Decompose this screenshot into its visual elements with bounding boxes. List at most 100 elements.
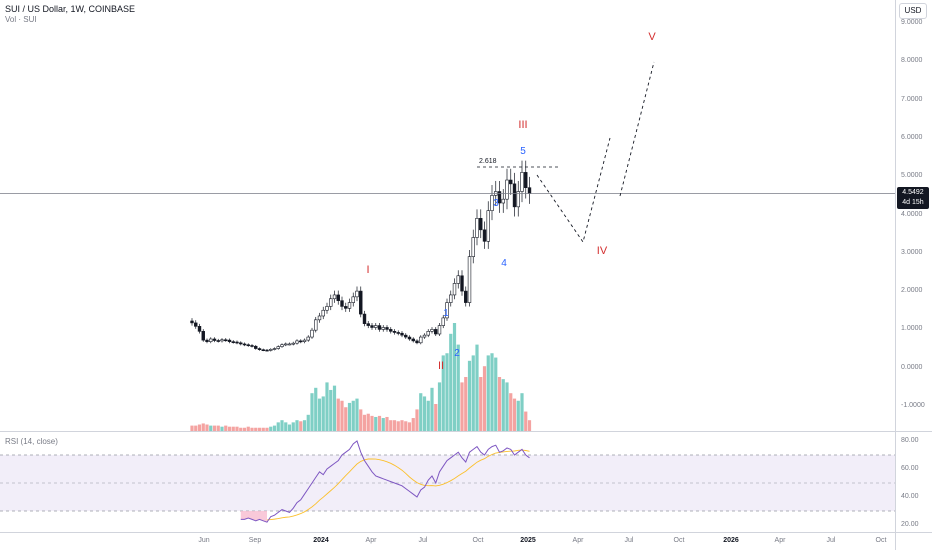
candle-body[interactable] (340, 300, 344, 307)
candle-body[interactable] (415, 340, 419, 344)
candle-body[interactable] (359, 290, 363, 315)
candle-body[interactable] (430, 329, 434, 332)
candle-body[interactable] (265, 349, 269, 352)
candle-body[interactable] (197, 326, 202, 332)
candle-body[interactable] (381, 327, 385, 330)
candle-body[interactable] (486, 210, 490, 242)
candle-body[interactable] (467, 256, 472, 303)
candle-body[interactable] (325, 306, 329, 311)
candle-body[interactable] (317, 315, 322, 321)
rsi-axis[interactable]: 80.00 60.00 40.00 20.00 (895, 432, 932, 532)
candle-body[interactable] (257, 348, 262, 350)
candle-body[interactable] (329, 298, 333, 307)
candle-body[interactable] (280, 344, 284, 347)
candle-body[interactable] (355, 290, 359, 298)
candle-body[interactable] (209, 338, 213, 342)
candle-body[interactable] (482, 229, 487, 242)
candle-body[interactable] (366, 323, 370, 326)
candle-body[interactable] (310, 329, 314, 338)
candle-body[interactable] (321, 309, 325, 317)
price-candles[interactable] (190, 160, 532, 352)
rsi-line[interactable] (240, 440, 530, 523)
candle-body[interactable] (524, 172, 528, 188)
candle-body[interactable] (201, 331, 205, 341)
candle-body[interactable] (250, 345, 254, 347)
candle-body[interactable] (272, 348, 277, 350)
candle-body[interactable] (299, 340, 303, 343)
candle-body[interactable] (411, 338, 415, 342)
candle-body[interactable] (276, 346, 280, 349)
candle-body[interactable] (512, 183, 517, 208)
candle-body[interactable] (426, 331, 430, 336)
candle-body[interactable] (344, 306, 348, 309)
time-axis[interactable]: Jun Sep 2024 Apr Jul Oct 2025 Apr Jul Oct 2026 Apr J… (0, 532, 895, 550)
candle-body[interactable] (445, 302, 449, 319)
candle-body[interactable] (239, 342, 243, 345)
candle-body[interactable] (449, 294, 453, 303)
candle-body[interactable] (242, 343, 247, 346)
candle-body[interactable] (479, 218, 483, 231)
candle-body[interactable] (212, 338, 217, 341)
candle-body[interactable] (332, 294, 337, 300)
candle-body[interactable] (227, 339, 232, 342)
candle-body[interactable] (505, 179, 509, 200)
candle-body[interactable] (377, 325, 382, 330)
candle-body[interactable] (220, 339, 224, 342)
candle-body[interactable] (404, 334, 408, 338)
candle-body[interactable] (509, 179, 513, 185)
candle-body[interactable] (216, 340, 220, 342)
candle-body[interactable] (441, 317, 445, 326)
candle-body[interactable] (205, 339, 209, 342)
candle-body[interactable] (419, 336, 423, 344)
candle-body[interactable] (261, 349, 265, 351)
candle-body[interactable] (287, 343, 292, 346)
candle-body[interactable] (527, 187, 532, 194)
price-axis[interactable]: 9.0000 8.0000 7.0000 6.0000 5.0000 4.0000 3.00… (895, 0, 932, 431)
candle-body[interactable] (497, 191, 502, 204)
candle-body[interactable] (501, 198, 505, 204)
candle-body[interactable] (231, 341, 235, 343)
candle-body[interactable] (475, 218, 479, 238)
candle-body[interactable] (370, 325, 374, 328)
candle-body[interactable] (269, 349, 273, 351)
candle-body[interactable] (362, 313, 367, 324)
projection-path-wave-5[interactable] (619, 61, 655, 197)
candle-body[interactable] (490, 195, 494, 211)
projection-path-wave-4[interactable] (536, 137, 611, 244)
candle-body[interactable] (235, 341, 239, 344)
candle-body[interactable] (190, 320, 194, 324)
candle-body[interactable] (336, 294, 340, 301)
candle-body[interactable] (516, 191, 520, 208)
currency-button[interactable]: USD (899, 3, 927, 19)
candle-body[interactable] (314, 319, 318, 331)
candle-body[interactable] (396, 332, 400, 334)
volume-bar (437, 382, 442, 431)
candle-body[interactable] (520, 172, 524, 192)
candle-body[interactable] (464, 290, 468, 303)
candle-body[interactable] (374, 325, 378, 328)
candle-body[interactable] (302, 339, 307, 342)
candle-body[interactable] (194, 322, 198, 327)
candle-body[interactable] (460, 275, 464, 292)
candle-body[interactable] (392, 331, 397, 333)
candle-body[interactable] (291, 342, 295, 345)
candle-body[interactable] (422, 334, 427, 338)
candle-body[interactable] (407, 336, 412, 340)
candle-body[interactable] (434, 329, 438, 335)
candle-body[interactable] (389, 329, 393, 332)
candle-body[interactable] (456, 275, 460, 284)
candle-body[interactable] (306, 336, 310, 341)
candle-body[interactable] (295, 340, 299, 344)
candle-body[interactable] (385, 327, 389, 330)
candle-body[interactable] (471, 237, 475, 257)
candle-body[interactable] (351, 296, 355, 303)
candle-body[interactable] (224, 339, 228, 342)
candle-body[interactable] (437, 325, 442, 335)
candle-body[interactable] (246, 344, 250, 347)
candle-body[interactable] (254, 345, 258, 349)
candle-body[interactable] (400, 332, 404, 336)
candle-body[interactable] (347, 302, 352, 309)
candle-body[interactable] (284, 343, 288, 346)
candle-body[interactable] (452, 283, 457, 296)
